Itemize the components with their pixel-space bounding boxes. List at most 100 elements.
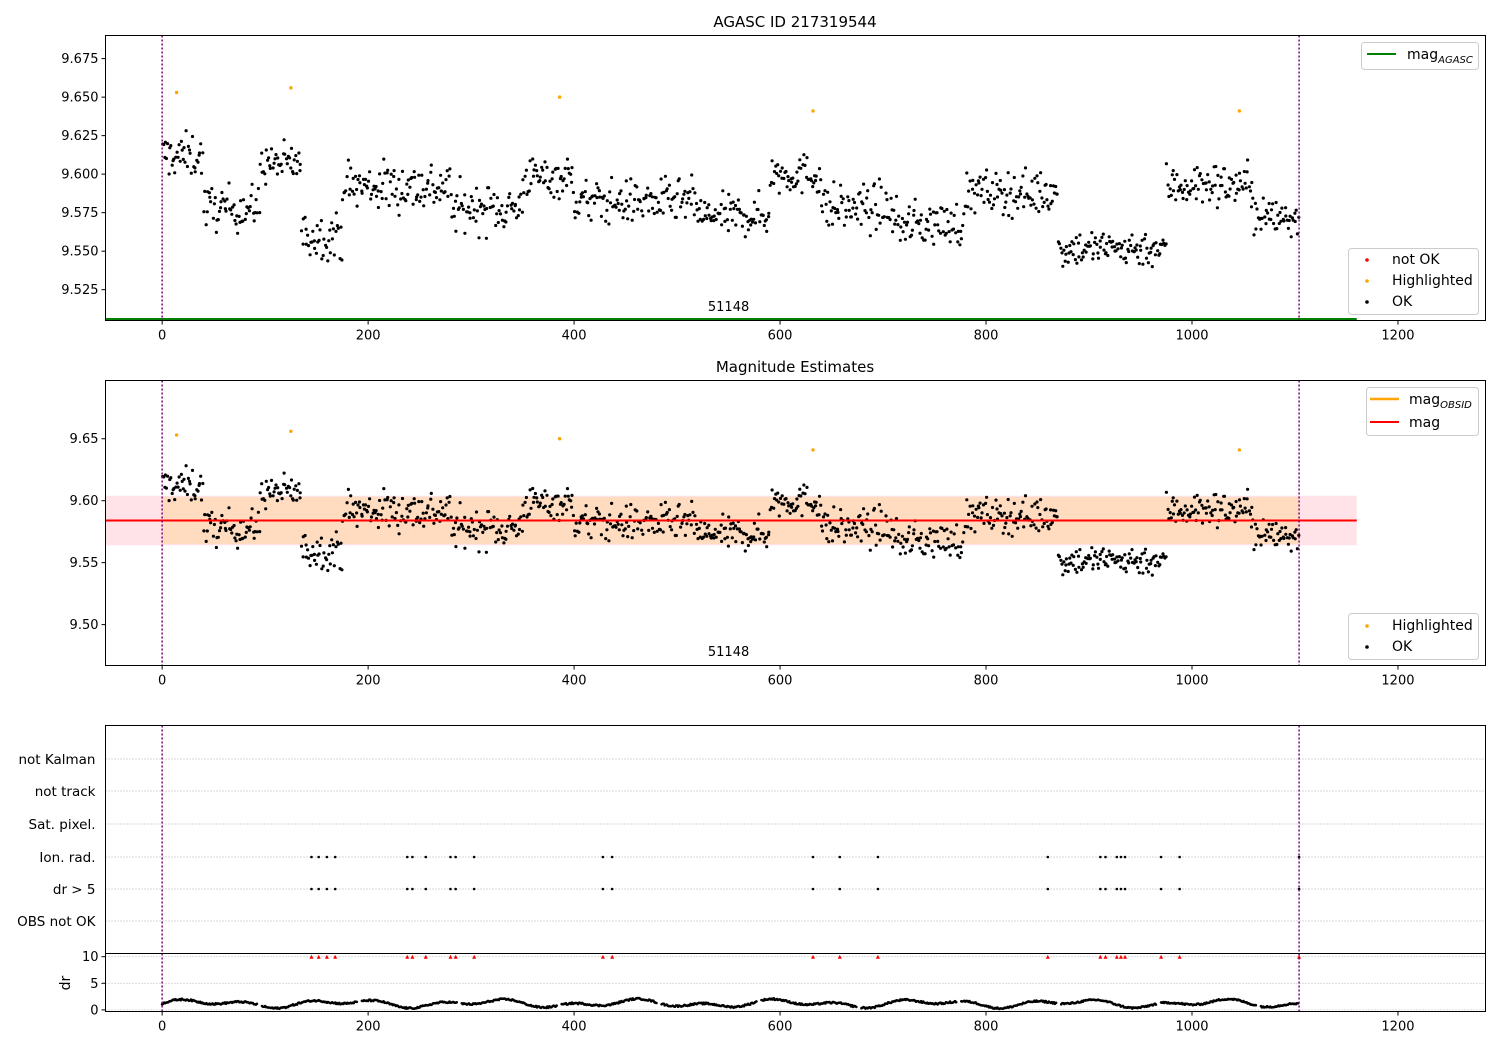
ok-point bbox=[484, 236, 488, 240]
ok-point bbox=[512, 528, 516, 532]
ok-point bbox=[381, 506, 385, 510]
ok-point bbox=[1022, 205, 1026, 209]
ok-point bbox=[681, 197, 685, 201]
ok-point bbox=[659, 503, 663, 507]
ok-point bbox=[563, 494, 567, 498]
ok-point bbox=[1294, 208, 1298, 212]
ok-point bbox=[306, 233, 310, 237]
ok-point bbox=[752, 521, 757, 525]
ok-point bbox=[565, 183, 569, 188]
ok-point bbox=[935, 211, 939, 215]
flag-point bbox=[838, 855, 842, 859]
ok-point bbox=[386, 495, 390, 500]
ok-point bbox=[810, 179, 814, 183]
ok-point bbox=[619, 189, 623, 193]
ok-point bbox=[951, 227, 956, 231]
ok-point bbox=[351, 176, 355, 180]
ok-point bbox=[621, 216, 625, 220]
ok-point bbox=[1107, 549, 1111, 553]
ok-point bbox=[1276, 532, 1280, 536]
ok-point bbox=[650, 195, 654, 199]
ok-point bbox=[785, 509, 789, 513]
ok-point bbox=[668, 525, 672, 529]
ok-point bbox=[974, 183, 978, 187]
ok-point bbox=[528, 159, 532, 163]
ok-point bbox=[1282, 536, 1286, 541]
ok-point bbox=[457, 526, 461, 530]
ok-point bbox=[647, 528, 651, 533]
ok-point bbox=[803, 492, 807, 496]
flag-point bbox=[1115, 887, 1119, 891]
ok-point bbox=[432, 521, 436, 525]
ok-point bbox=[726, 229, 731, 233]
ok-point bbox=[475, 528, 479, 532]
ok-point bbox=[340, 258, 344, 262]
ok-point bbox=[288, 156, 292, 160]
ok-point bbox=[1104, 562, 1108, 566]
dr-clipped-marker bbox=[600, 954, 605, 959]
ok-point bbox=[879, 185, 883, 189]
ok-point bbox=[319, 536, 323, 540]
ok-point bbox=[382, 157, 386, 161]
ok-point bbox=[429, 491, 433, 495]
ok-point bbox=[733, 203, 738, 208]
ok-point bbox=[1096, 251, 1100, 255]
ok-point bbox=[1037, 209, 1041, 214]
ok-point bbox=[1006, 171, 1010, 175]
ok-point bbox=[385, 171, 389, 175]
ok-point bbox=[524, 495, 529, 500]
flag-point bbox=[1178, 855, 1181, 859]
ok-point bbox=[1010, 216, 1014, 220]
ok-point bbox=[910, 544, 915, 548]
highlighted-point bbox=[289, 429, 293, 434]
ok-point bbox=[1269, 217, 1273, 222]
ok-point bbox=[878, 221, 882, 225]
ok-point bbox=[1172, 503, 1177, 507]
ok-point bbox=[271, 166, 275, 170]
ok-point bbox=[705, 206, 709, 210]
flag-point bbox=[1099, 887, 1102, 891]
ok-point bbox=[1016, 526, 1020, 530]
ok-point bbox=[1018, 512, 1022, 516]
ok-point bbox=[837, 534, 841, 538]
ok-point bbox=[1066, 569, 1070, 574]
ok-point bbox=[946, 537, 950, 541]
ok-point bbox=[918, 536, 923, 540]
dr-clipped-marker bbox=[453, 954, 458, 959]
ok-point bbox=[707, 213, 711, 217]
ok-point bbox=[913, 197, 917, 201]
ok-point bbox=[297, 482, 301, 486]
ok-point bbox=[1192, 510, 1196, 514]
ok-point bbox=[786, 501, 790, 505]
ok-point bbox=[589, 536, 593, 540]
ok-point bbox=[713, 208, 717, 212]
ok-point bbox=[423, 194, 427, 199]
dr-clipped-marker bbox=[1123, 954, 1128, 959]
ok-point bbox=[330, 551, 334, 555]
ok-point bbox=[683, 512, 687, 517]
ok-point bbox=[1140, 552, 1144, 556]
legend-lines: magAGASC bbox=[1361, 42, 1479, 70]
ok-point bbox=[1054, 509, 1058, 513]
ok-point bbox=[988, 193, 993, 197]
ok-point bbox=[614, 525, 618, 529]
ok-point bbox=[1204, 181, 1208, 185]
ok-point bbox=[570, 180, 574, 184]
ok-point bbox=[894, 194, 899, 198]
ok-point bbox=[756, 207, 760, 212]
ok-point bbox=[311, 229, 315, 233]
ok-point bbox=[179, 139, 183, 143]
ok-point bbox=[746, 543, 751, 548]
ok-point bbox=[1035, 174, 1039, 178]
ok-point bbox=[1286, 226, 1290, 230]
ok-point bbox=[826, 190, 830, 194]
ok-point bbox=[1090, 231, 1094, 235]
ok-point bbox=[828, 200, 832, 204]
ok-point bbox=[1134, 248, 1138, 252]
ok-point bbox=[1057, 242, 1061, 246]
ok-point bbox=[358, 181, 362, 185]
ok-point bbox=[912, 528, 916, 532]
ok-point bbox=[866, 512, 870, 516]
ok-point bbox=[944, 546, 948, 550]
ok-point bbox=[547, 510, 551, 514]
